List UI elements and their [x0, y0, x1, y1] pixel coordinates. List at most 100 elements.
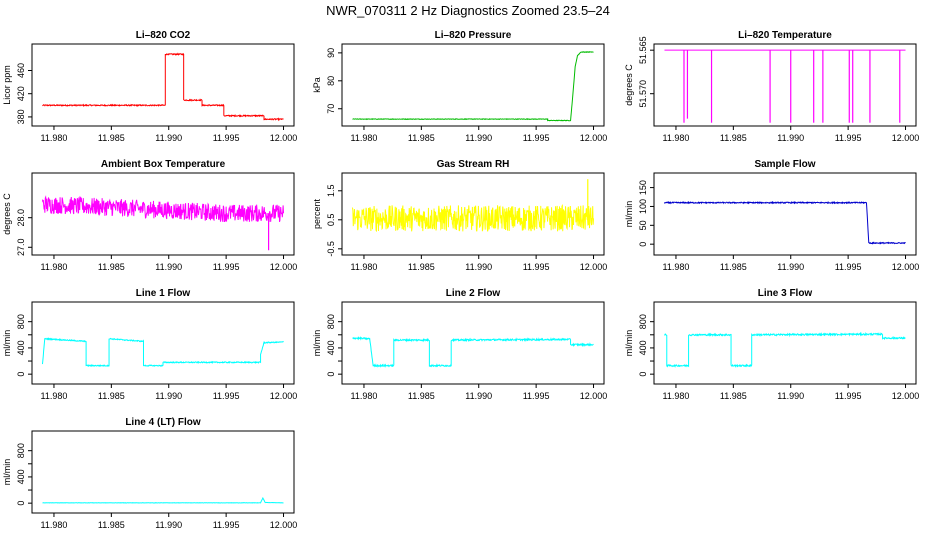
x-tick-label: 12.000: [270, 391, 298, 401]
x-tick-label: 11.990: [465, 391, 492, 401]
chart-panel: Li–820 CO2 11.980 11.985 11.990 11.995 12.000…: [2, 30, 297, 143]
x-tick-label: 11.990: [465, 133, 492, 143]
y-tick-label: 460: [16, 63, 26, 78]
series-line: [41, 337, 284, 368]
y-axis-label: ml/min: [624, 330, 634, 357]
series-line: [42, 52, 284, 122]
y-tick-label: 0.5: [326, 214, 336, 227]
chart-title: Gas Stream RH: [437, 159, 510, 170]
plot-frame: [653, 301, 917, 385]
x-tick-label: 11.985: [98, 520, 125, 530]
y-tick-label: 380: [16, 109, 26, 124]
series-line: [352, 51, 594, 122]
x-tick-label: 11.995: [523, 262, 550, 272]
chart-panel: Ambient Box Temperature 11.980 11.985 11.99…: [2, 159, 297, 272]
y-tick-label: 800: [16, 443, 26, 458]
series-line: [41, 195, 285, 223]
y-tick-label: -0.5: [326, 241, 336, 257]
x-tick-label: 11.985: [408, 133, 435, 143]
x-tick-label: 12.000: [892, 133, 920, 143]
x-tick-label: 11.985: [720, 391, 747, 401]
x-tick-label: 11.990: [155, 391, 182, 401]
x-tick-label: 11.985: [720, 133, 747, 143]
y-axis-label: degrees C: [624, 64, 634, 106]
y-tick-label: 0: [638, 372, 648, 377]
x-tick-label: 11.980: [351, 133, 378, 143]
chart-panel: Sample Flow 11.980 11.985 11.990 11.995 12.00…: [624, 159, 919, 272]
plot-frame: [341, 172, 605, 256]
y-tick-label: 28.0: [16, 209, 26, 227]
chart-title: Ambient Box Temperature: [101, 159, 226, 170]
plot-frame: [31, 430, 295, 514]
x-tick-label: 12.000: [580, 391, 608, 401]
series-line: [351, 203, 595, 233]
y-axis-label: ml/min: [624, 201, 634, 228]
y-tick-label: 1.5: [326, 185, 336, 198]
series-line: [664, 200, 906, 245]
y-tick-label: 0: [638, 242, 648, 247]
chart-panel: Li–820 Pressure 11.980 11.985 11.990 11.995 1…: [312, 30, 607, 143]
y-tick-label: 0: [326, 372, 336, 377]
x-tick-label: 11.990: [155, 262, 182, 272]
x-tick-label: 11.990: [777, 391, 804, 401]
y-axis-label: percent: [312, 198, 322, 229]
x-tick-label: 11.995: [835, 133, 862, 143]
y-tick-label: 90: [326, 48, 336, 58]
chart-title: Li–820 Temperature: [738, 30, 832, 41]
x-tick-label: 11.995: [523, 391, 550, 401]
x-tick-label: 11.985: [720, 262, 747, 272]
x-tick-label: 11.995: [213, 520, 240, 530]
x-tick-label: 12.000: [580, 133, 608, 143]
y-tick-label: 400: [326, 340, 336, 355]
plot-frame: [341, 301, 605, 385]
x-tick-label: 11.980: [663, 391, 690, 401]
x-tick-label: 11.985: [98, 262, 125, 272]
y-tick-label: 100: [638, 199, 648, 214]
x-tick-label: 11.980: [663, 262, 690, 272]
x-tick-label: 12.000: [270, 133, 298, 143]
plot-frame: [653, 172, 917, 256]
x-tick-label: 11.990: [777, 133, 804, 143]
x-tick-label: 11.995: [835, 262, 862, 272]
x-tick-label: 11.980: [41, 391, 68, 401]
x-tick-label: 11.980: [351, 391, 378, 401]
y-tick-label: 420: [16, 86, 26, 101]
x-tick-label: 11.995: [213, 262, 240, 272]
series-line: [352, 336, 594, 368]
x-tick-label: 11.985: [408, 391, 435, 401]
y-axis-label: ml/min: [2, 330, 12, 357]
x-tick-label: 11.990: [155, 133, 182, 143]
x-tick-label: 11.990: [155, 520, 182, 530]
y-axis-label: Licor ppm: [2, 65, 12, 105]
chart-panels: Li–820 CO2 11.980 11.985 11.990 11.995 12.000…: [2, 30, 919, 530]
y-tick-label: 0: [16, 501, 26, 506]
y-tick-label: 400: [638, 340, 648, 355]
x-tick-label: 11.995: [523, 133, 550, 143]
y-tick-label: 80: [326, 76, 336, 86]
plot-frame: [31, 301, 295, 385]
x-tick-label: 12.000: [580, 262, 608, 272]
plot-frame: [31, 172, 295, 256]
x-tick-label: 11.980: [41, 133, 68, 143]
x-tick-label: 12.000: [892, 391, 920, 401]
chart-panel: Li–820 Temperature 11.980 11.985 11.990 11.9…: [624, 30, 919, 143]
y-tick-label: 51.570: [638, 80, 648, 108]
x-tick-label: 11.995: [213, 133, 240, 143]
y-tick-label: 800: [16, 314, 26, 329]
x-tick-label: 11.990: [465, 262, 492, 272]
x-tick-label: 12.000: [270, 262, 298, 272]
x-tick-label: 11.995: [213, 391, 240, 401]
x-tick-label: 11.985: [98, 133, 125, 143]
chart-title: Line 3 Flow: [758, 288, 813, 299]
y-tick-label: 51.565: [638, 36, 648, 64]
y-tick-label: 50: [638, 220, 648, 230]
chart-panel: Gas Stream RH 11.980 11.985 11.990 11.995 12.…: [312, 159, 607, 272]
x-tick-label: 11.985: [408, 262, 435, 272]
chart-title: Li–820 Pressure: [435, 30, 512, 41]
y-tick-label: 400: [16, 340, 26, 355]
chart-panel: Line 1 Flow 11.980 11.985 11.990 11.995 12.00…: [2, 288, 297, 401]
y-axis-label: ml/min: [312, 330, 322, 357]
plot-frame: [341, 43, 605, 127]
x-tick-label: 11.980: [41, 262, 68, 272]
chart-title: Line 2 Flow: [446, 288, 501, 299]
